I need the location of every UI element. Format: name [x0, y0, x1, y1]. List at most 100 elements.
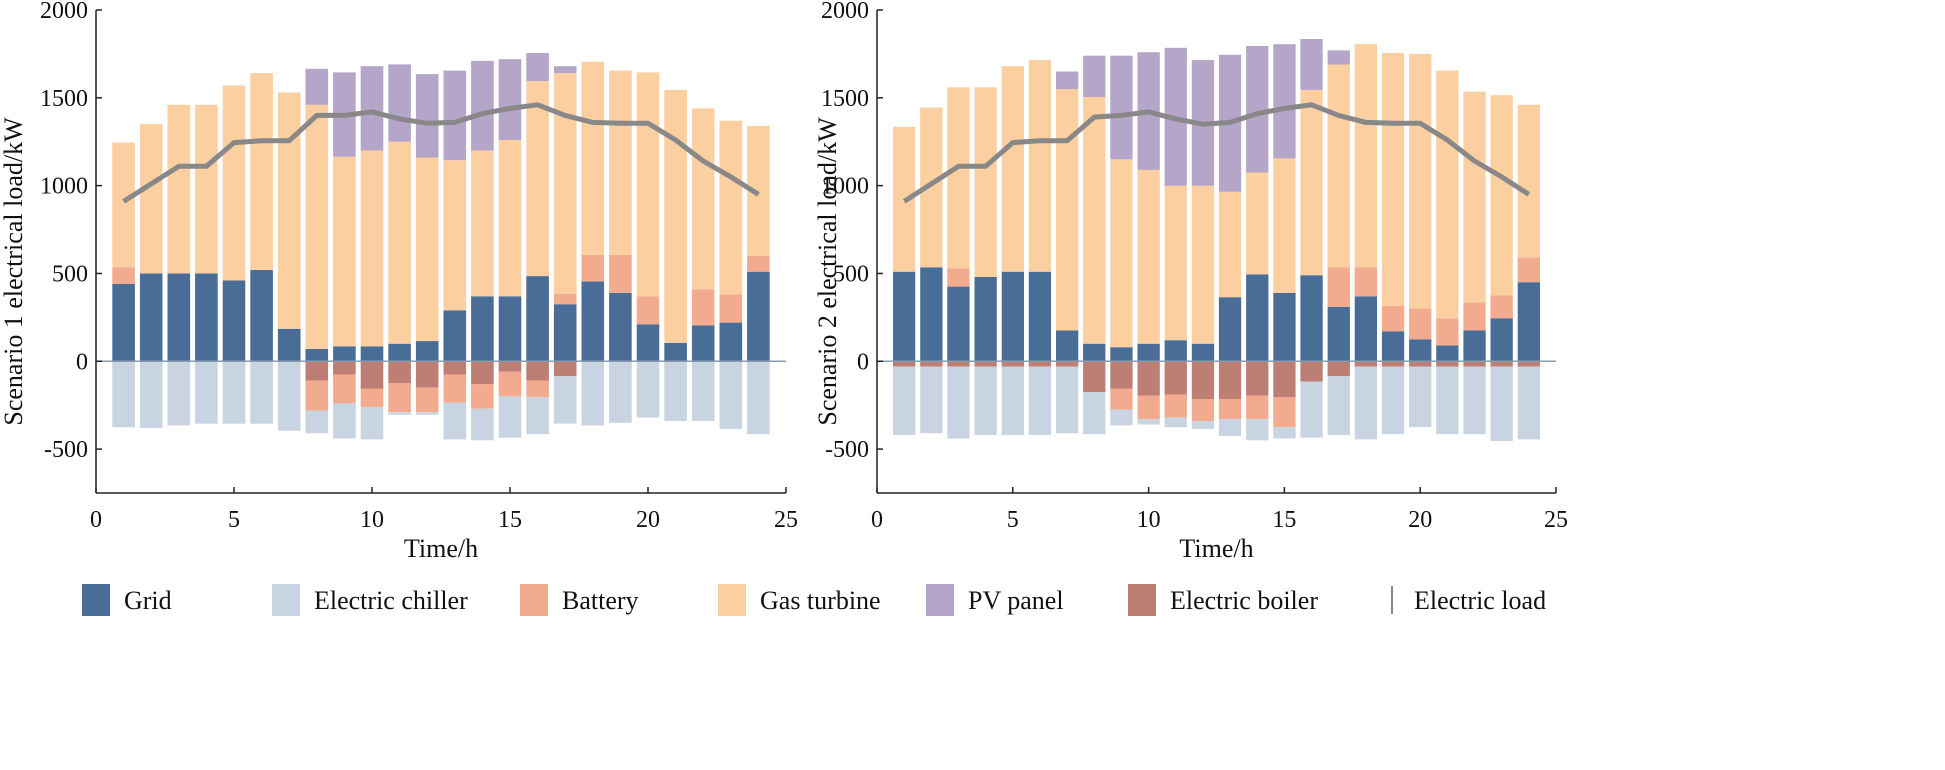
bar-grid-p1-h13 — [443, 310, 467, 362]
bar-grid-p1-h12 — [415, 341, 439, 362]
bar-grid-p2-h11 — [1164, 340, 1187, 362]
bar-grid-p2-h21 — [1436, 345, 1459, 362]
bar-electric-chiller-p2-h8 — [1083, 392, 1106, 435]
bar-electric-chiller-p1-h24 — [747, 361, 770, 435]
bar-grid-p1-h17 — [553, 304, 577, 362]
bar-grid-p1-h5 — [222, 280, 246, 362]
bar-gas-turbine-p1-h13 — [443, 160, 467, 311]
bar-electric-boiler-p1-h16 — [526, 361, 549, 381]
x-tick-label-p2: 15 — [1272, 507, 1296, 533]
bar-gas-turbine-p2-h20 — [1409, 53, 1432, 309]
bar-grid-p1-h2 — [139, 273, 163, 362]
bar-pv-panel-p2-h7 — [1056, 71, 1079, 90]
bar-electric-boiler-p2-h10 — [1137, 361, 1160, 396]
bar-gas-turbine-p2-h12 — [1191, 185, 1215, 344]
y-tick-label-p2: 1000 — [821, 174, 869, 200]
y-tick-label-p1: -500 — [44, 437, 88, 463]
bar-battery-p2-h22 — [1463, 302, 1486, 331]
bar-battery-charging-p2-h13 — [1218, 399, 1242, 420]
bar-grid-p1-h3 — [167, 273, 191, 362]
bar-electric-boiler-p1-h9 — [333, 361, 356, 375]
bar-electric-chiller-p1-h7 — [277, 361, 301, 431]
bar-electric-chiller-p2-h4 — [974, 366, 997, 435]
x-tick-label-p2: 25 — [1544, 507, 1568, 533]
bar-electric-boiler-p1-h13 — [443, 361, 467, 375]
bar-electric-chiller-p2-h12 — [1191, 421, 1215, 429]
bar-gas-turbine-p1-h21 — [664, 89, 687, 343]
bar-gas-turbine-p2-h9 — [1110, 159, 1133, 348]
bar-electric-chiller-p2-h23 — [1490, 366, 1513, 442]
bar-grid-p1-h16 — [526, 276, 549, 362]
bar-electric-boiler-p2-h16 — [1300, 361, 1323, 382]
bar-electric-chiller-p1-h1 — [112, 361, 135, 428]
bar-battery-p2-h3 — [947, 268, 970, 287]
bar-electric-boiler-p2-h22 — [1463, 361, 1486, 367]
bar-battery-charging-p1-h12 — [415, 387, 439, 413]
bar-grid-p2-h18 — [1354, 296, 1377, 362]
bar-grid-p2-h16 — [1300, 275, 1323, 362]
bar-electric-boiler-p2-h23 — [1490, 361, 1513, 367]
bar-electric-chiller-p2-h3 — [947, 366, 970, 439]
bar-gas-turbine-p2-h19 — [1381, 53, 1405, 306]
bar-grid-p2-h23 — [1490, 318, 1513, 362]
electric-load-line-p2 — [902, 102, 1531, 204]
bar-gas-turbine-p2-h2 — [920, 107, 943, 268]
bar-battery-charging-p1-h16 — [526, 380, 549, 398]
bar-grid-p2-h15 — [1273, 292, 1296, 362]
bar-electric-chiller-p1-h6 — [250, 361, 273, 424]
bar-electric-boiler-p2-h7 — [1056, 361, 1079, 367]
bar-electric-boiler-p2-h1 — [893, 361, 916, 367]
bar-electric-chiller-p1-h13 — [443, 402, 467, 440]
bar-electric-boiler-p2-h13 — [1218, 361, 1242, 400]
bar-grid-p2-h20 — [1409, 339, 1432, 362]
bar-battery-p1-h1 — [112, 267, 135, 284]
bar-electric-boiler-p1-h8 — [305, 361, 329, 381]
bar-gas-turbine-p2-h14 — [1246, 172, 1269, 275]
bar-gas-turbine-p1-h23 — [719, 120, 743, 295]
bar-grid-p1-h1 — [112, 284, 135, 362]
bar-grid-p2-h19 — [1381, 331, 1405, 362]
bar-electric-boiler-p2-h24 — [1517, 361, 1540, 367]
bar-battery-charging-p2-h10 — [1137, 395, 1160, 420]
bar-gas-turbine-p2-h6 — [1028, 60, 1052, 272]
bar-battery-p1-h20 — [636, 296, 660, 325]
bar-battery-charging-p1-h10 — [360, 388, 384, 407]
bar-pv-panel-p1-h11 — [388, 64, 411, 142]
bar-electric-chiller-p1-h14 — [471, 408, 494, 441]
bar-electric-boiler-p1-h17 — [553, 361, 577, 377]
bar-electric-chiller-p2-h7 — [1056, 366, 1079, 434]
bar-electric-boiler-p2-h8 — [1083, 361, 1106, 392]
bar-battery-charging-p2-h11 — [1164, 394, 1187, 418]
bar-grid-p2-h5 — [1001, 271, 1024, 362]
bar-battery-charging-p1-h8 — [305, 380, 329, 411]
bar-gas-turbine-p1-h10 — [360, 150, 384, 347]
bar-gas-turbine-p2-h21 — [1436, 70, 1459, 319]
y-tick-label-p1: 0 — [76, 349, 88, 375]
bar-electric-boiler-p2-h9 — [1110, 361, 1133, 389]
x-tick-label-p1: 20 — [636, 507, 660, 533]
bar-grid-p1-h21 — [664, 342, 687, 362]
x-tick-label-p1: 25 — [774, 507, 798, 533]
bar-gas-turbine-p1-h20 — [636, 72, 660, 297]
bar-electric-chiller-p2-h9 — [1110, 409, 1133, 426]
bar-grid-p1-h7 — [277, 328, 301, 362]
legend-label-grid: Grid — [124, 586, 172, 615]
bar-battery-charging-p1-h13 — [443, 374, 467, 403]
bar-battery-p2-h17 — [1327, 267, 1350, 307]
bar-gas-turbine-p1-h18 — [581, 61, 605, 255]
bar-pv-panel-p2-h17 — [1327, 50, 1350, 65]
bar-grid-p1-h20 — [636, 324, 660, 362]
legend-label-gas-turbine: Gas turbine — [760, 586, 881, 615]
bar-pv-panel-p2-h16 — [1300, 39, 1323, 90]
bar-gas-turbine-p1-h12 — [415, 157, 439, 341]
bar-gas-turbine-p1-h14 — [471, 150, 494, 297]
bar-gas-turbine-p2-h11 — [1164, 185, 1187, 341]
bar-battery-p1-h18 — [581, 255, 605, 282]
bar-grid-p2-h12 — [1191, 343, 1215, 362]
bar-grid-p2-h2 — [920, 267, 943, 362]
bar-electric-chiller-p1-h17 — [553, 376, 577, 424]
bar-electric-chiller-p1-h11 — [388, 412, 411, 415]
bar-electric-boiler-p2-h21 — [1436, 361, 1459, 367]
bar-battery-p2-h23 — [1490, 295, 1513, 319]
bar-gas-turbine-p2-h18 — [1354, 44, 1377, 268]
